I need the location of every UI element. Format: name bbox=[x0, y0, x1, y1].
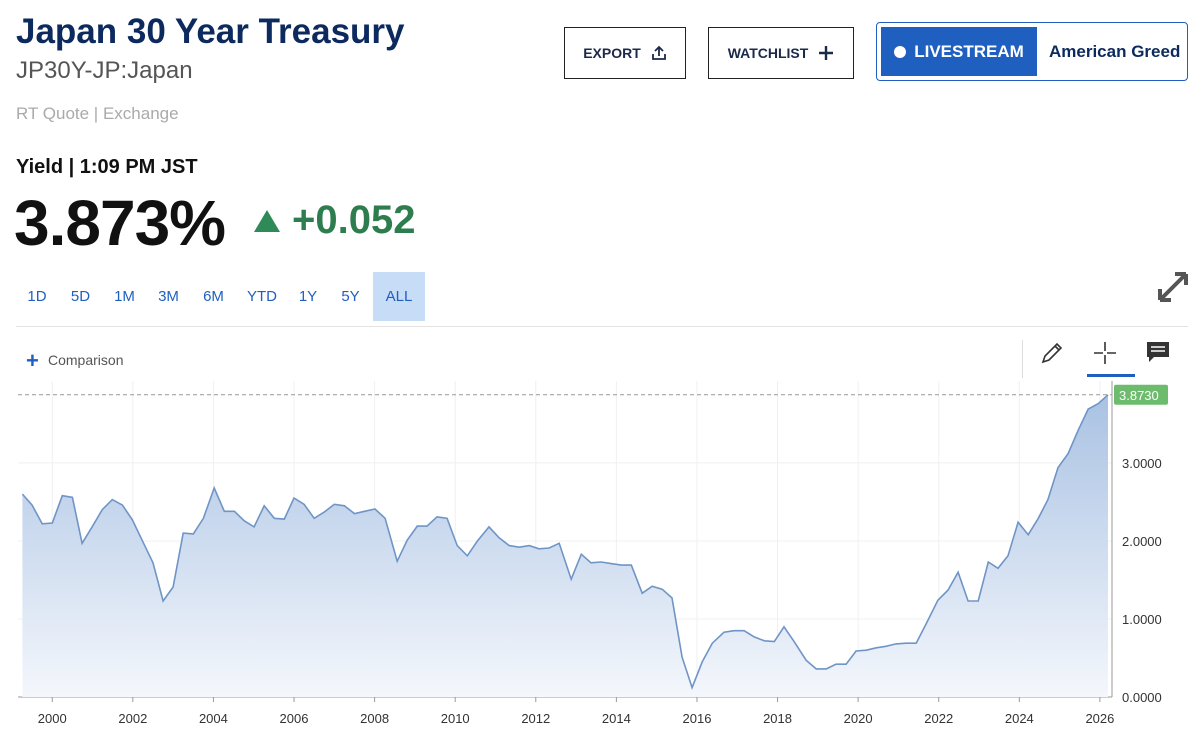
livestream-button[interactable]: LIVESTREAM bbox=[881, 27, 1037, 76]
x-tick-label: 2024 bbox=[1005, 711, 1034, 726]
tool-divider bbox=[1022, 340, 1023, 378]
livestream-label: LIVESTREAM bbox=[914, 41, 1024, 61]
divider bbox=[16, 326, 1188, 327]
watchlist-button[interactable]: WATCHLIST bbox=[708, 27, 854, 79]
expand-icon[interactable] bbox=[1156, 270, 1190, 304]
range-button[interactable]: YTD bbox=[247, 288, 277, 305]
x-tick-label: 2006 bbox=[280, 711, 309, 726]
x-tick-label: 2016 bbox=[683, 711, 712, 726]
line bbox=[21, 394, 1109, 690]
pencil-icon[interactable] bbox=[1040, 340, 1066, 366]
y-tick-label: 0.0000 bbox=[1122, 690, 1162, 705]
x-tick-label: 2004 bbox=[199, 711, 228, 726]
area bbox=[22, 394, 1108, 697]
range-button[interactable]: ALL bbox=[373, 272, 425, 321]
crosshair-icon[interactable] bbox=[1092, 340, 1118, 366]
export-button[interactable]: EXPORT bbox=[564, 27, 686, 79]
x-tick-label: 2018 bbox=[763, 711, 792, 726]
range-button[interactable]: 1D bbox=[27, 288, 47, 305]
symbol: JP30Y-JP:Japan bbox=[16, 57, 193, 84]
live-box bbox=[876, 22, 1188, 81]
comparison[interactable]: Comparison bbox=[48, 352, 124, 368]
x-tick-label: 2022 bbox=[924, 711, 953, 726]
last-value-badge bbox=[1114, 384, 1168, 405]
watchlist-label: WATCHLIST bbox=[727, 45, 809, 61]
x-tick-label: 2002 bbox=[118, 711, 147, 726]
tool-active bbox=[1087, 374, 1135, 377]
x-tick-label: 2012 bbox=[521, 711, 550, 726]
range-button[interactable]: 5D bbox=[70, 288, 91, 305]
comparison-plus[interactable]: + bbox=[26, 348, 39, 373]
source: RT Quote | Exchange bbox=[16, 104, 179, 123]
x-tick-label: 2026 bbox=[1085, 711, 1114, 726]
export-label: EXPORT bbox=[583, 45, 641, 61]
show-name[interactable]: American Greed bbox=[1049, 42, 1181, 61]
range-button[interactable]: 1M bbox=[114, 288, 135, 305]
share-icon bbox=[651, 45, 666, 60]
range-button[interactable]: 5Y bbox=[341, 288, 360, 305]
quote-label: Yield | 1:09 PM JST bbox=[16, 156, 198, 178]
price: 3.873% bbox=[14, 187, 226, 259]
y-tick-label: 1.0000 bbox=[1122, 612, 1162, 627]
range-button[interactable]: 1Y bbox=[298, 288, 318, 305]
title: Japan 30 Year Treasury bbox=[16, 12, 405, 51]
x-tick-label: 2014 bbox=[602, 711, 631, 726]
range-button[interactable]: 6M bbox=[203, 288, 224, 305]
y-tick-label: 2.0000 bbox=[1122, 534, 1162, 549]
x-tick-label: 2010 bbox=[441, 711, 470, 726]
range-button[interactable]: 3M bbox=[158, 288, 179, 305]
last-value-label: 3.8730 bbox=[1119, 388, 1159, 403]
live-dot bbox=[894, 45, 907, 58]
x-tick-label: 2008 bbox=[360, 711, 389, 726]
up-arrow bbox=[254, 210, 280, 232]
change: +0.052 bbox=[292, 198, 416, 242]
plus-icon bbox=[819, 46, 834, 60]
x-tick-label: 2000 bbox=[38, 711, 67, 726]
y-tick-label: 3.0000 bbox=[1122, 456, 1162, 471]
x-tick-label: 2020 bbox=[844, 711, 873, 726]
comment-icon[interactable] bbox=[1146, 341, 1170, 363]
